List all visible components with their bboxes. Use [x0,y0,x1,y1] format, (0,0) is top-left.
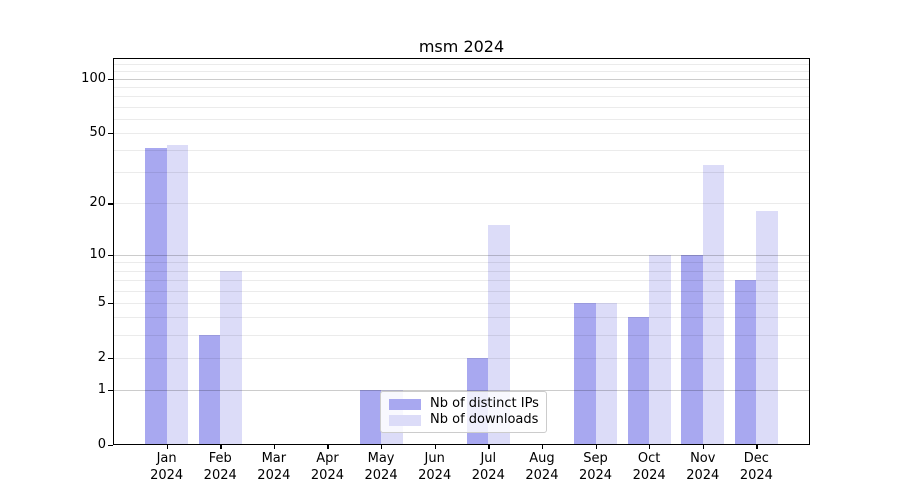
x-tick-label-may: May 2024 [364,451,398,483]
x-tick-may [381,445,383,449]
x-tick-jan [166,445,168,449]
gridline-minor-5 [114,302,809,304]
x-tick-label-apr: Apr 2024 [310,451,344,483]
bar-jul-downloads [488,224,510,445]
y-tick-label-1: 1 [97,381,106,397]
x-tick-label-jun: Jun 2024 [418,451,452,483]
x-tick-jun [434,445,436,449]
x-tick-dec [756,445,758,449]
bar-sep-downloads [595,302,617,445]
x-tick-mar [273,445,276,449]
gridline-minor-90 [114,86,809,88]
x-tick-label-feb: Feb 2024 [203,451,237,483]
legend-label-distinct-ips: Nb of distinct IPs [430,396,539,411]
x-tick-label-sep: Sep 2024 [578,451,613,483]
gridline-minor-40 [114,150,809,152]
bar-feb-downloads [220,270,242,445]
gridline-minor-120 [114,64,809,66]
gridline-minor-110 [114,71,809,73]
x-tick-label-oct: Oct 2024 [632,451,666,483]
gridline-minor-60 [114,118,809,120]
bar-may-distinct-ips [359,389,382,445]
bar-nov-distinct-ips [681,254,703,445]
bar-dec-downloads [756,211,778,445]
x-tick-sep [595,445,597,449]
gridline-minor-9 [114,262,809,264]
x-tick-oct [649,445,651,449]
gridline-minor-80 [114,96,809,98]
y-tick-label-50: 50 [89,124,106,140]
legend-label-downloads: Nb of downloads [430,412,539,427]
x-tick-label-mar: Mar 2024 [257,451,291,483]
y-tick-1 [108,389,113,392]
x-tick-nov [702,445,705,449]
y-tick-label-100: 100 [81,70,106,86]
x-tick-label-jan: Jan 2024 [150,451,184,483]
gridline-major-100 [114,78,809,80]
gridline-minor-50 [114,132,809,134]
legend-swatch-downloads [389,414,421,426]
bar-jan-distinct-ips [145,148,167,445]
y-tick-100 [108,78,113,80]
bar-sep-distinct-ips [574,302,596,445]
gridline-major-1 [114,389,809,391]
x-tick-aug [541,445,544,449]
y-tick-0 [108,445,113,447]
x-tick-label-dec: Dec 2024 [739,451,773,483]
bar-nov-downloads [702,165,725,445]
gridline-minor-30 [114,172,809,174]
bar-feb-distinct-ips [198,334,221,445]
y-tick-label-0: 0 [97,437,106,452]
y-tick-label-2: 2 [97,349,106,365]
legend-item-distinct-ips: Nb of distinct IPs [389,396,539,411]
bar-jan-downloads [166,144,189,445]
y-tick-20 [108,203,113,205]
gridline-major-10 [114,254,809,256]
x-tick-apr [327,445,329,449]
y-tick-5 [108,302,113,305]
y-tick-label-20: 20 [89,195,106,211]
bar-oct-downloads [649,254,671,445]
gridline-minor-8 [114,270,809,272]
gridline-minor-2 [114,357,809,359]
gridline-minor-6 [114,290,809,292]
legend-swatch-distinct-ips [389,398,421,410]
y-tick-10 [108,254,113,256]
gridline-minor-4 [114,317,809,319]
y-tick-label-10: 10 [89,246,106,262]
bar-dec-distinct-ips [734,279,757,445]
x-tick-label-jul: Jul 2024 [471,451,505,483]
bar-oct-distinct-ips [627,317,650,445]
x-tick-jul [488,445,490,449]
gridline-minor-3 [114,334,809,336]
gridline-minor-70 [114,106,809,108]
legend-item-downloads: Nb of downloads [389,413,538,427]
x-tick-label-aug: Aug 2024 [525,451,559,483]
x-tick-feb [220,445,222,449]
y-tick-label-5: 5 [97,294,106,310]
y-tick-50 [108,132,113,135]
legend: Nb of distinct IPs Nb of downloads [380,391,547,433]
chart-title: msm 2024 [418,37,505,56]
gridline-minor-20 [114,203,809,205]
gridline-minor-7 [114,279,809,281]
x-tick-label-nov: Nov 2024 [686,451,720,483]
y-tick-2 [108,357,113,360]
